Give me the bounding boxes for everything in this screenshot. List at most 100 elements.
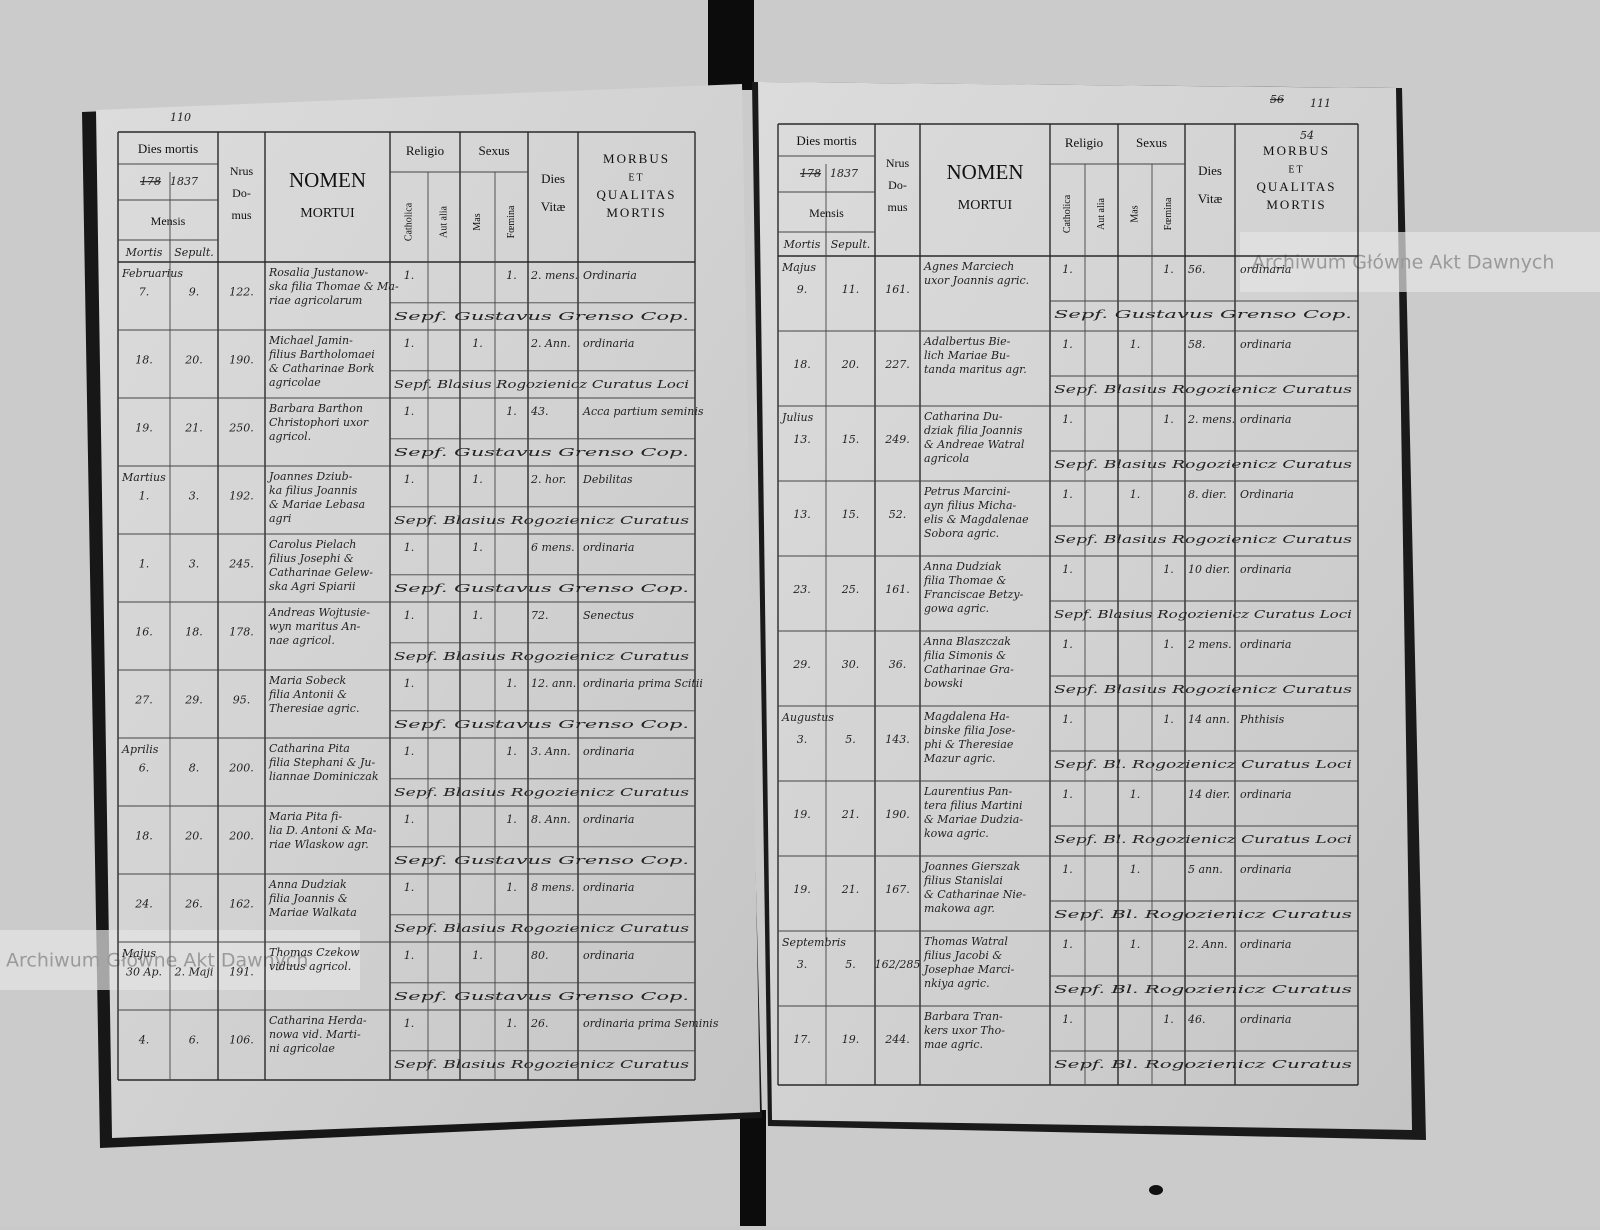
cause-of-death: ordinaria bbox=[1240, 638, 1291, 651]
burial-note: Sepf. Blasius Rogozienicz Curatus bbox=[394, 514, 690, 527]
deceased-name: uxor Joannis agric. bbox=[924, 274, 1029, 287]
cause-of-death: ordinaria bbox=[1240, 263, 1291, 276]
header-mensis: Mensis bbox=[809, 206, 844, 220]
age: 6 mens. bbox=[531, 541, 575, 554]
watermark: Archiwum Główne Akt Dawnych bbox=[1252, 252, 1554, 274]
day-mortis: 9. bbox=[797, 283, 808, 296]
day-sepult: 29. bbox=[184, 694, 203, 707]
header-domus: Do- bbox=[232, 186, 251, 200]
cause-of-death: Acca partium seminis bbox=[582, 405, 704, 418]
mark-cath: 1. bbox=[1062, 938, 1073, 951]
deceased-name: Christophori uxor bbox=[269, 416, 369, 429]
deceased-name: Petrus Marcini- bbox=[923, 485, 1011, 498]
mark-mas: 1. bbox=[472, 541, 483, 554]
header-morbus: MORTIS bbox=[606, 205, 666, 220]
header-morbus: ET bbox=[1288, 164, 1304, 175]
deceased-name: & Catharinae Bork bbox=[269, 362, 375, 375]
year-struck: 178 bbox=[800, 167, 821, 180]
header-dies-vitae: Vitæ bbox=[1198, 191, 1223, 206]
deceased-name: Michael Jamin- bbox=[268, 334, 353, 347]
house-number: 190. bbox=[229, 354, 254, 367]
cause-of-death: ordinaria prima Scitii bbox=[583, 677, 703, 690]
deceased-name: nkiya agric. bbox=[924, 977, 990, 990]
cause-of-death: Senectus bbox=[583, 609, 634, 622]
cause-of-death: ordinaria bbox=[1240, 788, 1291, 801]
day-mortis: 24. bbox=[134, 898, 153, 911]
mark-mas: 1. bbox=[472, 337, 483, 350]
burial-note: Sepf. Blasius Rogozienicz Curatus bbox=[394, 786, 690, 799]
header-mas: Mas bbox=[472, 213, 483, 230]
age: 5 ann. bbox=[1188, 863, 1223, 876]
burial-note: Sepf. Blasius Rogozienicz Curatus Loci bbox=[394, 378, 689, 391]
age: 2. mens. bbox=[1187, 413, 1235, 426]
mark-cath: 1. bbox=[1062, 263, 1073, 276]
age: 3. Ann. bbox=[531, 745, 571, 758]
mark-mas: 1. bbox=[1130, 488, 1141, 501]
day-sepult: 15. bbox=[842, 433, 860, 446]
deceased-name: Catharina Du- bbox=[924, 410, 1003, 423]
day-mortis: 18. bbox=[135, 830, 153, 843]
deceased-name: riae Wlaskow agr. bbox=[269, 838, 369, 851]
deceased-name: Anna Dudziak bbox=[268, 878, 347, 891]
deceased-name: Anna Dudziak bbox=[923, 560, 1002, 573]
burial-note: Sepf. Gustavus Grenso Cop. bbox=[394, 310, 689, 323]
deceased-name: kowa agric. bbox=[924, 827, 989, 840]
age: 2 mens. bbox=[1187, 638, 1232, 651]
mark-mas: 1. bbox=[472, 473, 483, 486]
mark-cath: 1. bbox=[404, 541, 415, 554]
mark-cath: 1. bbox=[1062, 338, 1073, 351]
house-number: 162. bbox=[229, 898, 254, 911]
burial-note: Sepf. Gustavus Grenso Cop. bbox=[394, 582, 689, 595]
mark-mas: 1. bbox=[472, 609, 483, 622]
house-number: 200. bbox=[228, 830, 254, 843]
deceased-name: & Mariae Dudzia- bbox=[924, 813, 1023, 826]
day-sepult: 20. bbox=[184, 830, 203, 843]
header-sexus: Sexus bbox=[478, 143, 509, 158]
deceased-name: Laurentius Pan- bbox=[923, 785, 1013, 798]
day-mortis: 1. bbox=[139, 490, 150, 503]
spine-top bbox=[708, 0, 754, 90]
mark-mas: 1. bbox=[1130, 788, 1141, 801]
deceased-name: kers uxor Tho- bbox=[924, 1024, 1005, 1037]
cause-of-death: ordinaria bbox=[1240, 1013, 1291, 1026]
house-number: 245. bbox=[228, 558, 254, 571]
mark-foem: 1. bbox=[506, 745, 517, 758]
day-mortis: 6. bbox=[139, 762, 150, 775]
deceased-name: filia Antonii & bbox=[268, 688, 347, 701]
day-mortis: 4. bbox=[138, 1034, 150, 1047]
mark-cath: 1. bbox=[1062, 788, 1073, 801]
header-domus: Do- bbox=[888, 178, 907, 192]
day-mortis: 19. bbox=[793, 808, 811, 821]
header-morbus: MORBUS bbox=[603, 151, 670, 166]
burial-note: Sepf. Gustavus Grenso Cop. bbox=[394, 446, 689, 459]
header-aut_alia: Aut alia bbox=[438, 205, 449, 237]
age: 46. bbox=[1187, 1013, 1206, 1026]
deceased-name: filius Jacobi & bbox=[923, 949, 1002, 962]
day-mortis: 18. bbox=[793, 358, 811, 371]
burial-note: Sepf. Bl. Rogozienicz Curatus Loci bbox=[1054, 833, 1352, 846]
age: 14 dier. bbox=[1188, 788, 1230, 801]
watermark-band bbox=[0, 930, 360, 990]
header-morbus: MORBUS bbox=[1263, 143, 1330, 158]
cause-of-death: ordinaria bbox=[583, 813, 634, 826]
deceased-name: tera filius Martini bbox=[924, 799, 1022, 812]
day-sepult: 11. bbox=[842, 283, 860, 296]
deceased-name: viduus agricol. bbox=[269, 960, 351, 973]
day-mortis: 16. bbox=[135, 626, 153, 639]
age: 43. bbox=[530, 405, 549, 418]
cause-of-death: ordinaria bbox=[583, 337, 634, 350]
house-number: 191. bbox=[229, 966, 254, 979]
day-mortis: 18. bbox=[135, 354, 153, 367]
deceased-name: nae agricol. bbox=[269, 634, 335, 647]
day-sepult: 5. bbox=[845, 958, 856, 971]
header-sexus: Sexus bbox=[1136, 135, 1167, 150]
watermark-band bbox=[1240, 232, 1600, 292]
page-number: 110 bbox=[170, 111, 191, 124]
header-aut_alia: Aut alia bbox=[1096, 197, 1107, 229]
deceased-name: Barbara Barthon bbox=[268, 402, 363, 415]
day-mortis: 7. bbox=[139, 286, 150, 299]
deceased-name: gowa agric. bbox=[924, 602, 989, 615]
deceased-name: & Catharinae Nie- bbox=[924, 888, 1026, 901]
deceased-name: phi & Theresiae bbox=[924, 738, 1014, 751]
mark-foem: 1. bbox=[506, 269, 517, 282]
